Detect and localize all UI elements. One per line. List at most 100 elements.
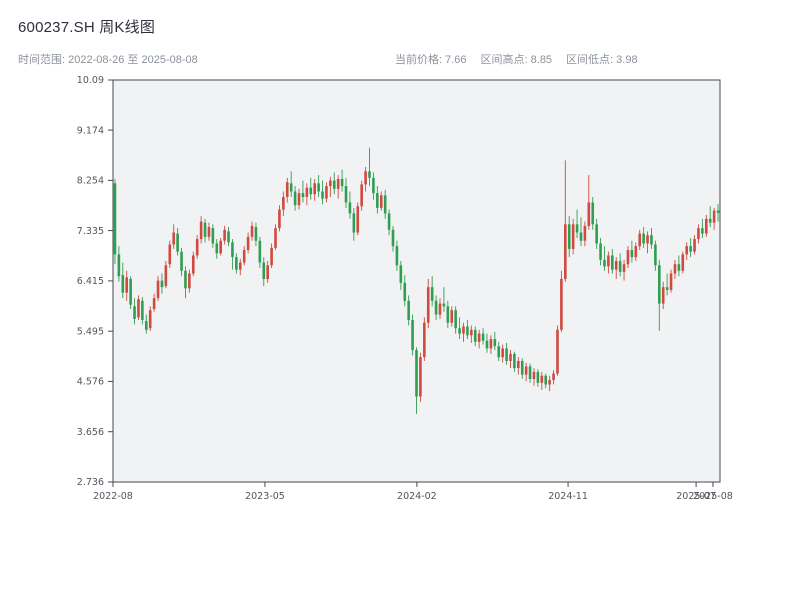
candle-body (481, 333, 485, 341)
candle (238, 258, 242, 276)
candle (207, 222, 211, 241)
x-tick-label: 2025-08 (693, 491, 733, 502)
candle-body (340, 178, 344, 187)
candle-body (583, 225, 587, 241)
candle-body (121, 275, 125, 293)
candle-body (470, 329, 473, 336)
candle-body (376, 193, 379, 208)
candle-body (227, 231, 230, 243)
candle (137, 295, 140, 320)
candle (180, 247, 183, 277)
page-title: 600237.SH 周K线图 (18, 19, 156, 36)
candle (654, 240, 657, 271)
candle-body (270, 247, 273, 266)
candle (391, 225, 395, 252)
candle (191, 251, 195, 277)
candle-body (595, 224, 598, 244)
candle-body (399, 265, 403, 283)
candle-body (473, 329, 477, 342)
candle-body (571, 224, 575, 249)
candle-body (137, 299, 140, 318)
candle (144, 314, 148, 334)
candle-body (548, 380, 551, 385)
candle (227, 227, 230, 247)
candle-body (434, 300, 438, 315)
candle (716, 204, 720, 222)
candle-body (321, 191, 324, 199)
candle-body (266, 265, 269, 279)
candle (426, 278, 430, 329)
candle-body (701, 228, 704, 234)
candle-body (685, 246, 689, 255)
candle-body (642, 233, 645, 244)
range-low-stat: 区间低点: 3.98 (566, 54, 638, 66)
candle-body (238, 262, 242, 270)
candle-body (607, 255, 610, 267)
candle (638, 229, 642, 251)
candle-body (501, 348, 504, 358)
candle-body (152, 298, 156, 310)
candle (517, 357, 520, 375)
candle-body (497, 346, 501, 358)
x-tick-label: 2024-02 (397, 491, 437, 502)
candle (332, 172, 336, 195)
candle (614, 257, 618, 279)
candle (301, 180, 305, 203)
candle (399, 260, 403, 290)
candle (473, 326, 477, 347)
candle-body (509, 353, 512, 361)
x-axis: 2022-08 2023-05 2024-02 2024-11 2025-072025-… (93, 482, 733, 502)
candle-body (654, 244, 657, 266)
candle (548, 375, 551, 392)
candle (372, 172, 375, 200)
candle-body (669, 273, 673, 290)
candle-body (528, 366, 532, 380)
candle (340, 169, 344, 192)
y-axis: 10.09 9.174 8.254 7.335 6.415 5.495 4.576 3.656… (77, 75, 113, 488)
candle (352, 207, 356, 241)
candle (258, 236, 262, 269)
candle-body (223, 229, 226, 241)
candle (509, 350, 512, 369)
candle (223, 225, 226, 245)
candles-group (113, 147, 720, 414)
candle-body (336, 178, 340, 189)
candle-body (329, 180, 332, 187)
candle-body (575, 224, 579, 233)
y-tick-label: 8.254 (77, 176, 104, 187)
candle (156, 276, 160, 301)
candle-body (544, 375, 548, 385)
candle (618, 253, 622, 277)
candle (313, 178, 316, 201)
candle (160, 273, 164, 294)
candle-body (211, 228, 215, 244)
candle (121, 262, 125, 299)
candle-body (391, 229, 395, 247)
candle (489, 335, 493, 354)
candle (501, 344, 504, 363)
candle (246, 232, 250, 254)
candle (188, 269, 191, 293)
candle (571, 218, 575, 255)
candle-body (665, 287, 669, 290)
candle (113, 178, 117, 265)
candle (215, 239, 219, 259)
candle (513, 351, 516, 372)
candle-body (309, 187, 313, 195)
candle (219, 237, 222, 256)
candle-body (148, 310, 152, 329)
candle (403, 275, 407, 307)
candle (661, 281, 665, 310)
candle (379, 191, 383, 211)
candle (642, 227, 645, 248)
candle-body (403, 282, 407, 301)
candle-body (477, 333, 481, 342)
candle (564, 160, 567, 282)
candle-body (591, 202, 595, 225)
candle-body (207, 227, 211, 237)
candle-body (254, 227, 258, 241)
time-range-label: 时间范围: 2022-08-26 至 2025-08-08 (18, 54, 198, 66)
candle (125, 270, 129, 301)
candle-body (618, 260, 622, 272)
candle (630, 240, 634, 263)
